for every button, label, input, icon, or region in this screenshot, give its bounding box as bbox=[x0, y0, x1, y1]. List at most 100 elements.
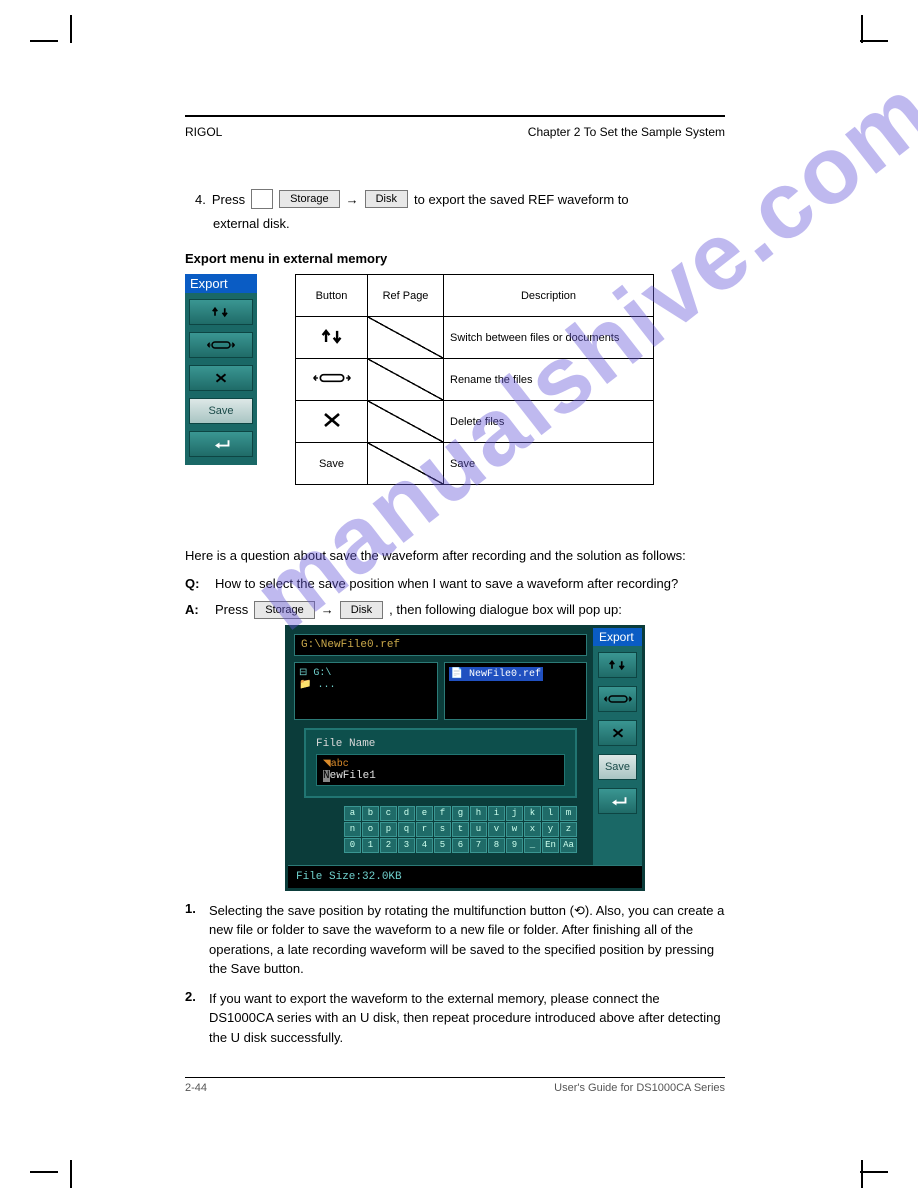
key-w[interactable]: w bbox=[506, 822, 523, 837]
filename-box: File Name ◥abc NewFile1 bbox=[304, 728, 577, 798]
row-delete-desc: Delete files bbox=[444, 401, 654, 443]
row-updown-icon bbox=[296, 317, 368, 359]
key-g[interactable]: g bbox=[452, 806, 469, 821]
dlg-delete-button[interactable] bbox=[598, 720, 637, 746]
export-dialog: G:\NewFile0.ref ⊟ G:\ 📁 ... 📄 NewFile0.r… bbox=[285, 625, 645, 891]
tree-pane[interactable]: ⊟ G:\ 📁 ... bbox=[294, 662, 438, 720]
crop-mark bbox=[70, 15, 72, 43]
key-9[interactable]: 9 bbox=[506, 838, 523, 853]
key-_[interactable]: _ bbox=[524, 838, 541, 853]
step-suffix: to export the saved REF waveform to bbox=[414, 192, 629, 207]
page-footer: 2-44 User's Guide for DS1000CA Series bbox=[185, 1082, 725, 1094]
row-delete-icon bbox=[296, 401, 368, 443]
key-d[interactable]: d bbox=[398, 806, 415, 821]
onscreen-keyboard[interactable]: abcdefghijklm nopqrstuvwxyz 0123456789_EnA… bbox=[344, 806, 577, 853]
a-label: A: bbox=[185, 602, 205, 617]
key-a[interactable]: a bbox=[344, 806, 361, 821]
q-text: How to select the save position when I w… bbox=[215, 576, 725, 591]
file-pane[interactable]: 📄 NewFile0.ref bbox=[444, 662, 588, 720]
key-En[interactable]: En bbox=[542, 838, 559, 853]
key-x[interactable]: x bbox=[524, 822, 541, 837]
a-suffix: , then following dialogue box will pop u… bbox=[389, 602, 622, 617]
row-rename-icon bbox=[296, 359, 368, 401]
crop-mark bbox=[861, 1160, 863, 1188]
step-prefix: Press bbox=[212, 192, 245, 207]
key-p[interactable]: p bbox=[380, 822, 397, 837]
dialog-sidebar-title: Export bbox=[593, 628, 642, 646]
row-updown-ref bbox=[368, 317, 444, 359]
step-1-prefix: Selecting the save position by rotating … bbox=[209, 903, 574, 918]
row-save-ref bbox=[368, 443, 444, 485]
top-rule bbox=[185, 115, 725, 117]
col-desc: Description bbox=[444, 275, 654, 317]
arrow-2: → bbox=[321, 602, 334, 617]
dialog-sidebar: Export Save bbox=[593, 628, 642, 865]
tree-item[interactable]: ⊟ G:\ bbox=[299, 667, 433, 679]
key-6[interactable]: 6 bbox=[452, 838, 469, 853]
key-e[interactable]: e bbox=[416, 806, 433, 821]
key-i[interactable]: i bbox=[488, 806, 505, 821]
step-1: 1. Selecting the save position by rotati… bbox=[185, 901, 725, 979]
row-save-icon: Save bbox=[296, 443, 368, 485]
key-b[interactable]: b bbox=[362, 806, 379, 821]
key-j[interactable]: j bbox=[506, 806, 523, 821]
file-selected: 📄 NewFile0.ref bbox=[449, 667, 543, 681]
tree-item[interactable]: 📁 ... bbox=[299, 679, 433, 691]
key-h[interactable]: h bbox=[470, 806, 487, 821]
crop-mark bbox=[30, 1171, 58, 1173]
return-button[interactable] bbox=[189, 431, 253, 457]
save-button[interactable]: Save bbox=[189, 398, 253, 424]
page-number: 2-44 bbox=[185, 1082, 207, 1094]
storage-softkey-2: Storage bbox=[254, 601, 315, 619]
key-c[interactable]: c bbox=[380, 806, 397, 821]
path-bar: G:\NewFile0.ref bbox=[294, 634, 587, 656]
intro-paragraph: Here is a question about save the wavefo… bbox=[185, 546, 725, 566]
dlg-return-button[interactable] bbox=[598, 788, 637, 814]
crop-mark bbox=[861, 15, 863, 43]
key-Aa[interactable]: Aa bbox=[560, 838, 577, 853]
crop-mark bbox=[70, 1160, 72, 1188]
key-y[interactable]: y bbox=[542, 822, 559, 837]
key-o[interactable]: o bbox=[362, 822, 379, 837]
key-u[interactable]: u bbox=[470, 822, 487, 837]
key-r[interactable]: r bbox=[416, 822, 433, 837]
prestep-row: 4. Press Storage → Disk to export the sa… bbox=[195, 189, 725, 209]
key-s[interactable]: s bbox=[434, 822, 451, 837]
rename-button[interactable] bbox=[189, 332, 253, 358]
key-0[interactable]: 0 bbox=[344, 838, 361, 853]
key-4[interactable]: 4 bbox=[416, 838, 433, 853]
key-k[interactable]: k bbox=[524, 806, 541, 821]
row-delete-ref bbox=[368, 401, 444, 443]
key-2[interactable]: 2 bbox=[380, 838, 397, 853]
bottom-rule bbox=[185, 1077, 725, 1078]
header-chapter: Chapter 2 To Set the Sample System bbox=[528, 125, 725, 139]
crop-mark bbox=[860, 1171, 888, 1173]
key-7[interactable]: 7 bbox=[470, 838, 487, 853]
row-rename-ref bbox=[368, 359, 444, 401]
key-f[interactable]: f bbox=[434, 806, 451, 821]
key-8[interactable]: 8 bbox=[488, 838, 505, 853]
filename-field[interactable]: ◥abc NewFile1 bbox=[316, 754, 565, 786]
ime-indicator: ◥abc bbox=[323, 758, 558, 770]
key-t[interactable]: t bbox=[452, 822, 469, 837]
dlg-rename-button[interactable] bbox=[598, 686, 637, 712]
dlg-save-button[interactable]: Save bbox=[598, 754, 637, 780]
delete-button[interactable] bbox=[189, 365, 253, 391]
key-v[interactable]: v bbox=[488, 822, 505, 837]
step-1-num: 1. bbox=[185, 901, 203, 979]
key-m[interactable]: m bbox=[560, 806, 577, 821]
a-prefix: Press bbox=[215, 602, 248, 617]
key-3[interactable]: 3 bbox=[398, 838, 415, 853]
footer-title: User's Guide for DS1000CA Series bbox=[554, 1082, 725, 1094]
key-5[interactable]: 5 bbox=[434, 838, 451, 853]
key-q[interactable]: q bbox=[398, 822, 415, 837]
section-heading: Export menu in external memory bbox=[185, 251, 725, 266]
answer-row: A: Press Storage → Disk , then following… bbox=[185, 601, 725, 619]
row-save-desc: Save bbox=[444, 443, 654, 485]
key-z[interactable]: z bbox=[560, 822, 577, 837]
key-n[interactable]: n bbox=[344, 822, 361, 837]
updown-button[interactable] bbox=[189, 299, 253, 325]
key-l[interactable]: l bbox=[542, 806, 559, 821]
dlg-updown-button[interactable] bbox=[598, 652, 637, 678]
key-1[interactable]: 1 bbox=[362, 838, 379, 853]
